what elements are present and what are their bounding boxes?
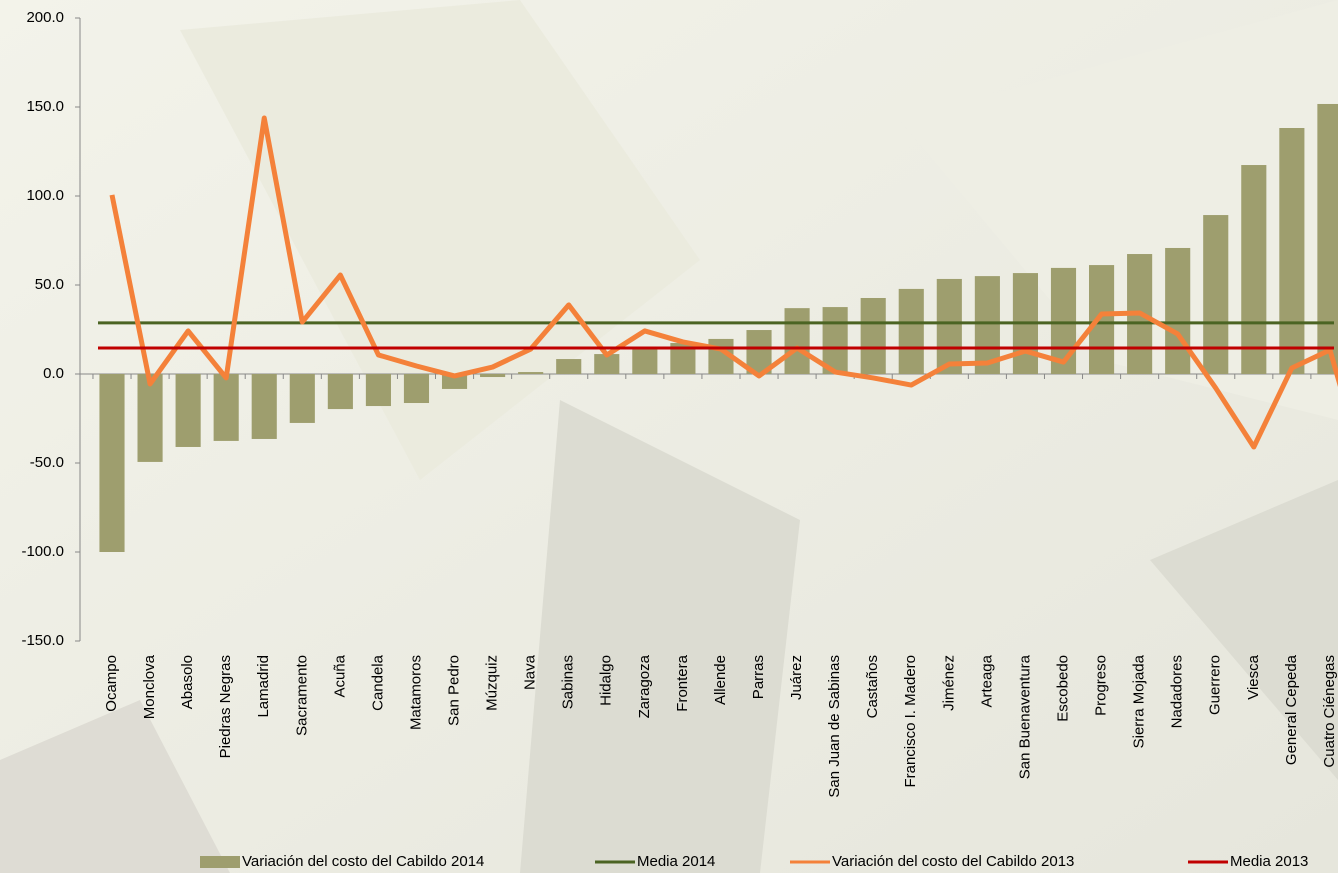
bar [936,278,962,374]
x-tick-label: Matamoros [407,655,424,730]
x-tick-label: Parras [750,655,767,699]
bar [746,330,772,374]
x-tick-label: Ocampo [103,655,120,712]
facet [900,0,1338,420]
y-tick-label: 150.0 [26,98,64,115]
bar [1203,215,1229,374]
y-tick-label: 50.0 [35,276,64,293]
x-tick-label: San Juan de Sabinas [826,655,843,798]
x-tick-label: Piedras Negras [217,655,234,758]
x-tick-label: Acuña [331,654,348,697]
x-tick-label: Jiménez [940,655,957,711]
x-tick-label: Arteaga [978,654,995,707]
bar [137,374,163,462]
bar [784,308,810,374]
legend-label: Variación del costo del Cabildo 2013 [832,853,1074,870]
plot-area: -150.0 -100.0 -50.0 0.0 50.0 100.0 150.0 200.0 O… [21,9,1338,798]
bar [632,349,658,374]
x-tick-label: Allende [712,655,729,705]
x-tick-label: Múzquiz [484,655,501,711]
bar [251,374,277,439]
x-tick-label: Progreso [1093,655,1110,716]
facet [0,700,230,873]
bar [898,288,924,374]
x-tick-label: Lamadrid [255,655,272,718]
x-tick-label: Francisco I. Madero [902,655,919,788]
y-tick-label: -50.0 [30,454,64,471]
x-tick-label: San Pedro [446,655,463,726]
bar [289,374,315,423]
bar [1241,165,1267,374]
x-tick-label: Monclova [141,654,158,719]
x-tick-label: Hidalgo [598,655,615,706]
x-tick-label: General Cepeda [1283,654,1300,765]
y-tick-label: -150.0 [21,632,64,649]
bar [175,374,201,447]
bar [1089,265,1115,374]
x-tick-label: Sabinas [560,655,577,709]
bar [403,374,430,404]
facet [520,400,800,873]
x-tick-label: Abasolo [179,655,196,709]
bar [594,354,620,374]
x-tick-label: Guerrero [1207,655,1224,715]
bar [365,374,391,407]
x-tick-label: Frontera [674,654,691,711]
bar [822,307,848,374]
bar [441,374,468,389]
y-tick-label: -100.0 [21,543,64,560]
x-tick-label: San Buenaventura [1016,654,1033,779]
bar [1317,103,1338,374]
bar [860,297,886,374]
facet [1150,480,1338,780]
bar [518,372,544,374]
x-tick-label: Viesca [1245,654,1262,699]
x-tick-label: Nadadores [1169,655,1186,728]
bar [1279,128,1305,374]
bar [480,374,506,378]
x-tick-label: Candela [369,654,386,711]
legend-swatch [200,856,240,868]
y-tick-label: 0.0 [43,365,64,382]
bar [1050,267,1077,374]
bar [974,276,1000,374]
line-series [109,115,1338,450]
bar [1165,247,1191,374]
y-tick-label: 200.0 [26,9,64,26]
x-tick-label: Cuatro Ciénegas [1321,655,1338,768]
legend-label: Media 2013 [1230,853,1308,870]
x-tick-label: Escobedo [1054,655,1071,722]
x-tick-label: Castaños [864,655,881,718]
legend-label: Media 2014 [637,853,715,870]
bar [213,374,239,441]
x-tick-label: Juárez [788,655,805,700]
legend-label: Variación del costo del Cabildo 2014 [242,853,484,870]
x-tick-label: Sacramento [293,655,310,736]
bar [99,374,125,552]
bar [556,359,582,374]
x-tick-label: Sierra Mojada [1131,654,1148,748]
x-tick-label: Nava [522,654,539,690]
y-tick-label: 100.0 [26,187,64,204]
x-tick-label: Zaragoza [636,654,653,718]
bar [327,374,353,410]
